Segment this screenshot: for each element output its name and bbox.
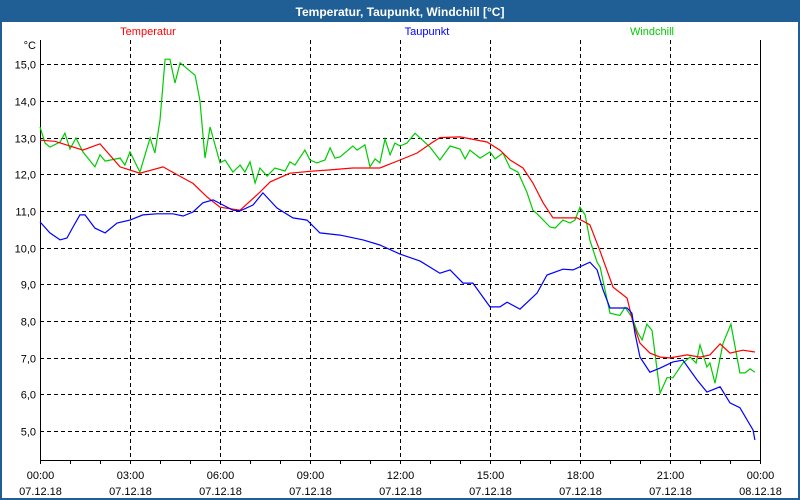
x-tick-date: 07.12.18 — [109, 486, 152, 498]
y-tick-label: 11,0 — [15, 207, 36, 219]
legend-temperatur: Temperatur — [120, 26, 176, 38]
x-tick-time: 00:00 — [27, 470, 55, 482]
x-tick-time: 18:00 — [567, 470, 595, 482]
x-tick-date: 07.12.18 — [649, 486, 692, 498]
x-tick-time: 03:00 — [117, 470, 145, 482]
x-tick-time: 00:00 — [747, 470, 775, 482]
y-tick-label: 12,0 — [15, 170, 36, 182]
y-tick-label: 14,0 — [15, 97, 36, 109]
x-tick-date: 07.12.18 — [19, 486, 62, 498]
x-tick-date: 07.12.18 — [469, 486, 512, 498]
x-tick-date: 08.12.18 — [739, 486, 782, 498]
series-line-windchill — [39, 58, 756, 396]
y-tick-label: 8,0 — [21, 317, 36, 329]
x-tick-time: 15:00 — [477, 470, 505, 482]
y-tick-label: 13,0 — [15, 134, 36, 146]
x-tick-time: 06:00 — [207, 470, 235, 482]
y-tick-label: 9,0 — [21, 280, 36, 292]
y-tick-label: 5,0 — [21, 427, 36, 439]
x-tick-time: 09:00 — [297, 470, 325, 482]
legend-windchill: Windchill — [630, 26, 674, 38]
x-tick-time: 12:00 — [387, 470, 415, 482]
x-tick-date: 07.12.18 — [289, 486, 332, 498]
window-title: Temperatur, Taupunkt, Windchill [°C] — [2, 2, 798, 22]
series-line-taupunkt — [39, 191, 756, 441]
y-tick-label: 15,0 — [15, 60, 36, 72]
y-axis-unit: °C — [24, 40, 36, 52]
series-line-temperatur — [39, 136, 755, 359]
x-tick-time: 21:00 — [657, 470, 685, 482]
legend-taupunkt: Taupunkt — [405, 26, 450, 38]
x-tick-date: 07.12.18 — [559, 486, 602, 498]
y-tick-label: 6,0 — [21, 390, 36, 402]
y-tick-label: 10,0 — [15, 244, 36, 256]
x-tick-date: 07.12.18 — [379, 486, 422, 498]
x-tick-date: 07.12.18 — [199, 486, 242, 498]
y-tick-label: 7,0 — [21, 354, 36, 366]
